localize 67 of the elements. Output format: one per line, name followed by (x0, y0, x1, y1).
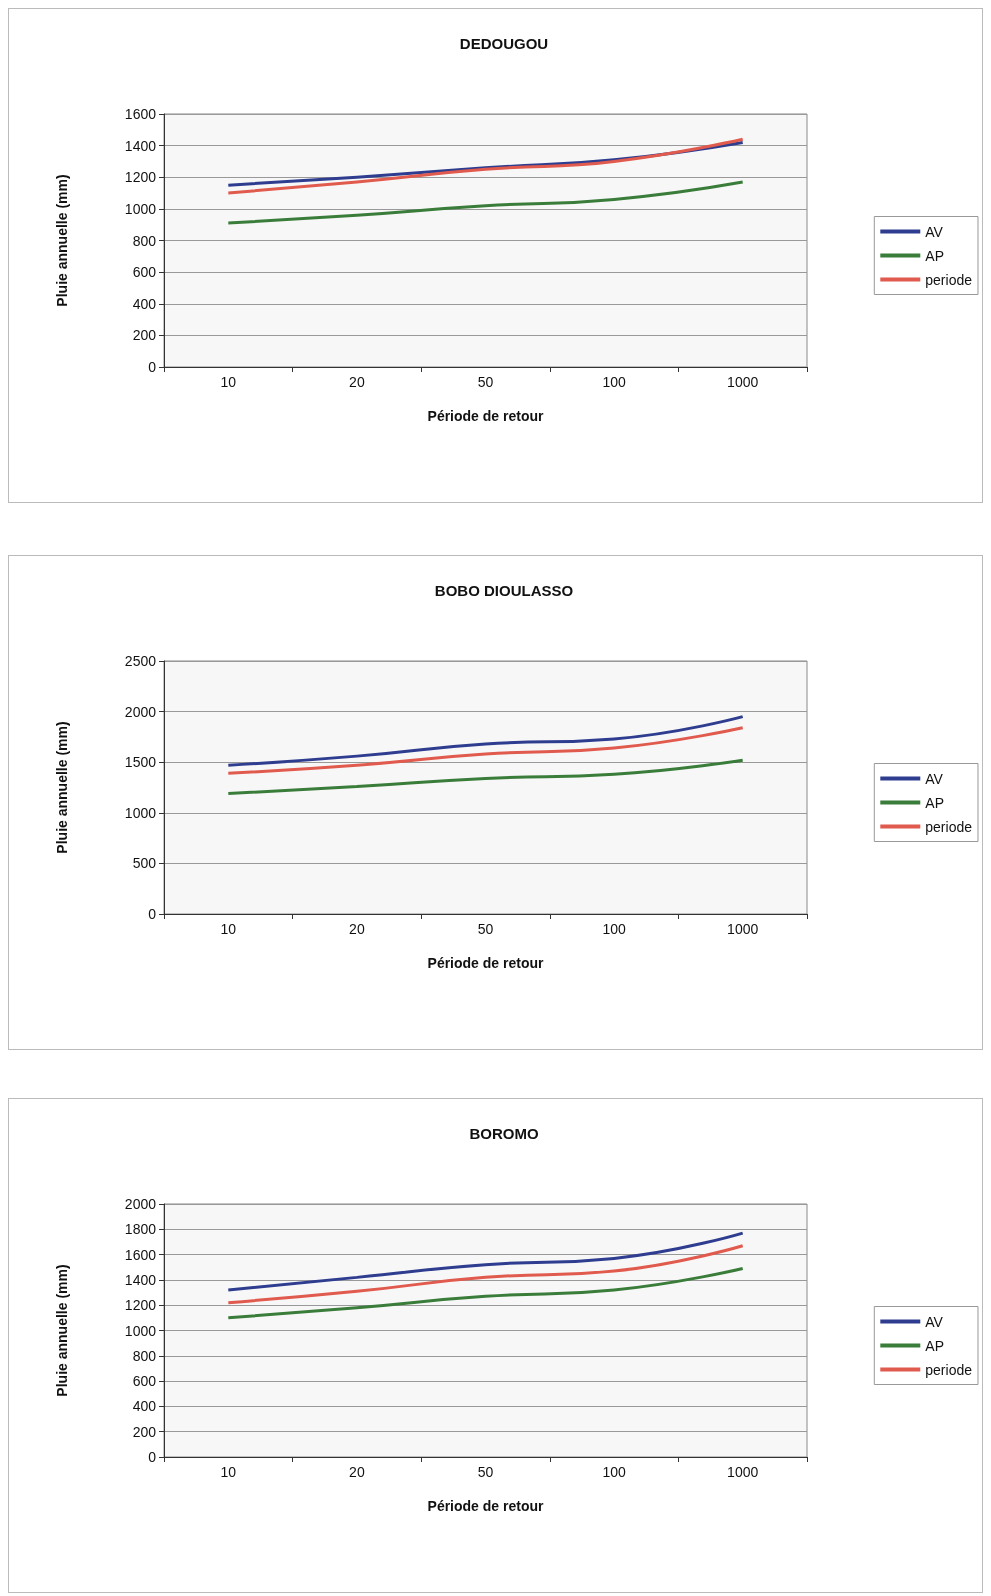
x-axis-title: Période de retour (427, 955, 545, 971)
y-tick-label: 1400 (124, 137, 157, 154)
y-tick-label: 0 (148, 359, 157, 375)
x-tick-label: 20 (349, 921, 365, 937)
line-series (226, 180, 745, 225)
y-axis-title: Pluie annuelle (mm) (54, 721, 70, 854)
y-tick-label: 1000 (124, 200, 157, 217)
line-series (226, 137, 745, 195)
x-tick-label: 10 (220, 374, 237, 390)
chart-title: DEDOUGOU (459, 35, 549, 52)
y-tick-label: 400 (132, 1398, 157, 1415)
legend-label: AP (925, 1337, 944, 1354)
y-tick-label: 800 (132, 232, 157, 249)
y-axis-title: Pluie annuelle (mm) (54, 174, 70, 307)
y-tick-label: 1800 (124, 1221, 157, 1238)
y-tick-label: 2500 (124, 653, 157, 669)
y-tick-label: 1200 (124, 1297, 157, 1314)
x-tick-label: 1000 (727, 921, 759, 937)
y-tick-label: 500 (132, 855, 157, 872)
chart-title: BOBO DIOULASSO (434, 582, 574, 599)
y-axis-title: Pluie annuelle (mm) (54, 1264, 70, 1397)
y-tick-label: 200 (132, 327, 157, 344)
y-tick-label: 1600 (124, 1246, 157, 1263)
line-series (226, 715, 745, 767)
x-tick-label: 1000 (727, 1464, 759, 1480)
chart-title: BOROMO (469, 1125, 539, 1142)
legend-label: AV (925, 1313, 944, 1330)
y-tick-label: 2000 (124, 703, 157, 720)
y-tick-label: 200 (132, 1423, 157, 1440)
line-series (226, 726, 745, 775)
legend-label: periode (925, 1361, 973, 1378)
y-tick-label: 0 (148, 1449, 157, 1465)
x-tick-label: 20 (349, 1464, 365, 1480)
x-axis-title: Période de retour (427, 408, 545, 424)
y-tick-label: 400 (132, 295, 157, 312)
line-series (226, 1267, 745, 1320)
y-tick-label: 1200 (124, 169, 157, 186)
x-tick-label: 1000 (727, 374, 759, 390)
y-tick-label: 1600 (124, 106, 157, 122)
y-tick-label: 1400 (124, 1271, 157, 1288)
x-tick-label: 10 (220, 1464, 237, 1480)
x-tick-label: 50 (477, 921, 494, 937)
y-tick-label: 1000 (124, 804, 157, 821)
x-tick-label: 100 (602, 374, 626, 390)
x-axis-title: Période de retour (427, 1498, 545, 1514)
y-tick-label: 600 (132, 264, 157, 281)
y-tick-label: 1000 (124, 1322, 157, 1339)
x-tick-label: 100 (602, 1464, 626, 1480)
x-tick-label: 100 (602, 921, 626, 937)
x-tick-label: 20 (349, 374, 365, 390)
legend-label: AV (925, 770, 944, 787)
y-tick-label: 0 (148, 906, 157, 922)
legend-label: AV (925, 223, 944, 240)
y-tick-label: 2000 (124, 1196, 157, 1212)
line-series (226, 1231, 745, 1292)
legend-label: periode (925, 818, 973, 835)
legend-label: periode (925, 271, 973, 288)
y-tick-label: 800 (132, 1347, 157, 1364)
line-series (226, 1244, 745, 1305)
line-series (226, 758, 745, 796)
x-tick-label: 10 (220, 921, 237, 937)
y-tick-label: 1500 (124, 754, 157, 771)
x-tick-label: 50 (477, 374, 494, 390)
x-tick-label: 50 (477, 1464, 494, 1480)
legend-label: AP (925, 794, 944, 811)
legend-label: AP (925, 247, 944, 264)
y-tick-label: 600 (132, 1373, 157, 1390)
